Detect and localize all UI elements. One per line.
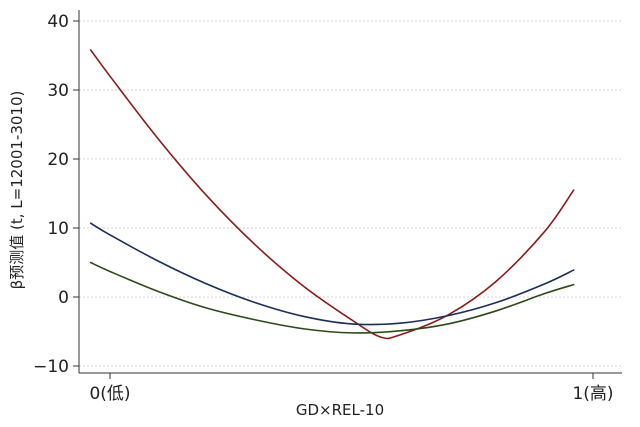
series-line-2 bbox=[89, 222, 575, 326]
series-line-3 bbox=[89, 261, 575, 334]
axes bbox=[78, 10, 622, 374]
x-axis-ticks: 0(低) 1(高) bbox=[89, 373, 614, 404]
x-tick-label: 0(低) bbox=[89, 384, 130, 404]
y-tick-label: 30 bbox=[47, 81, 69, 101]
series-line-1 bbox=[89, 49, 575, 340]
gridlines bbox=[79, 20, 622, 367]
x-axis-title: GD×REL-10 bbox=[296, 401, 384, 419]
y-axis-title: β预测值 (t, L=12001-3010) bbox=[8, 91, 26, 290]
series-lines bbox=[89, 49, 575, 340]
y-tick-label: 20 bbox=[47, 150, 69, 170]
y-tick-label: 0 bbox=[58, 288, 69, 308]
y-tick-label: 40 bbox=[47, 12, 69, 32]
x-tick-label: 1(高) bbox=[572, 384, 613, 404]
y-axis-ticks: −10 0 10 20 30 40 bbox=[33, 12, 79, 377]
y-tick-label: −10 bbox=[33, 357, 69, 377]
y-tick-label: 10 bbox=[47, 219, 69, 239]
